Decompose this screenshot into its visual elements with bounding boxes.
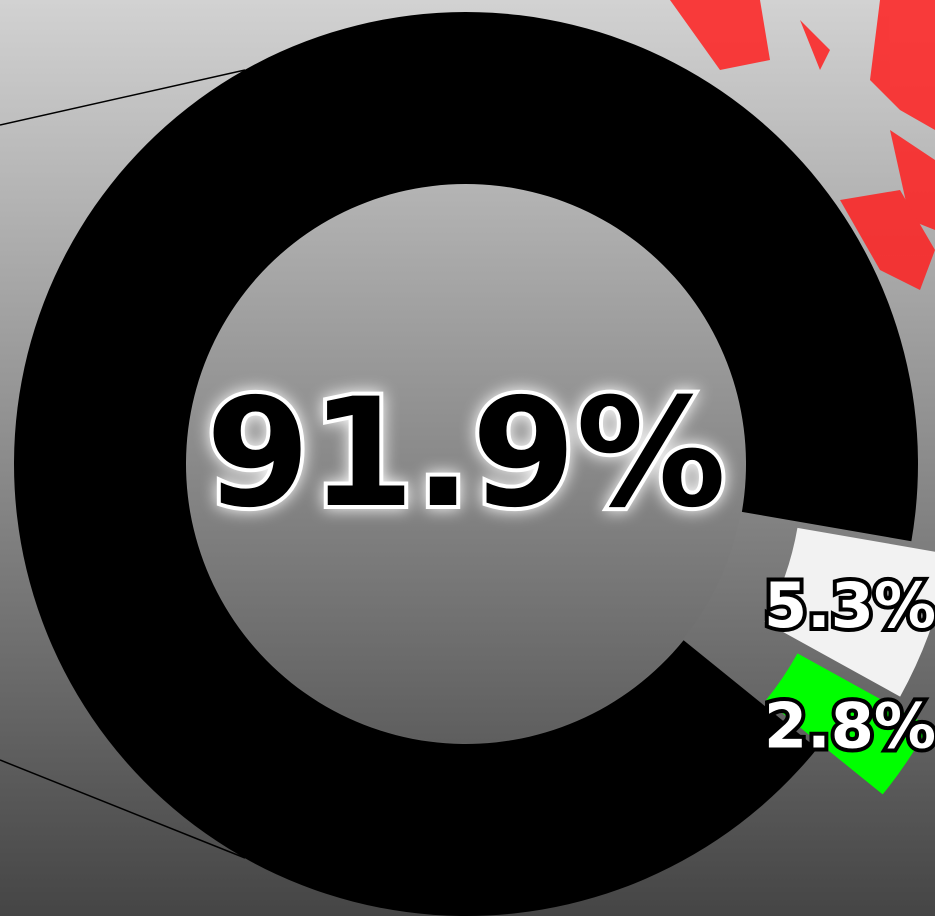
value-label: 5.3% [764,569,935,642]
labels: 91.9% 5.3% 2.8% [202,363,935,767]
leader-line [0,69,246,126]
donut [14,12,935,916]
donut-segment [14,12,918,916]
donut-hole [187,185,745,743]
leader-line [0,759,246,859]
donut-segment [764,527,935,697]
value-label: 2.8% [764,690,935,763]
donut-segment [766,653,929,795]
decoration [670,0,935,290]
value-label: 91.9% [206,367,726,541]
